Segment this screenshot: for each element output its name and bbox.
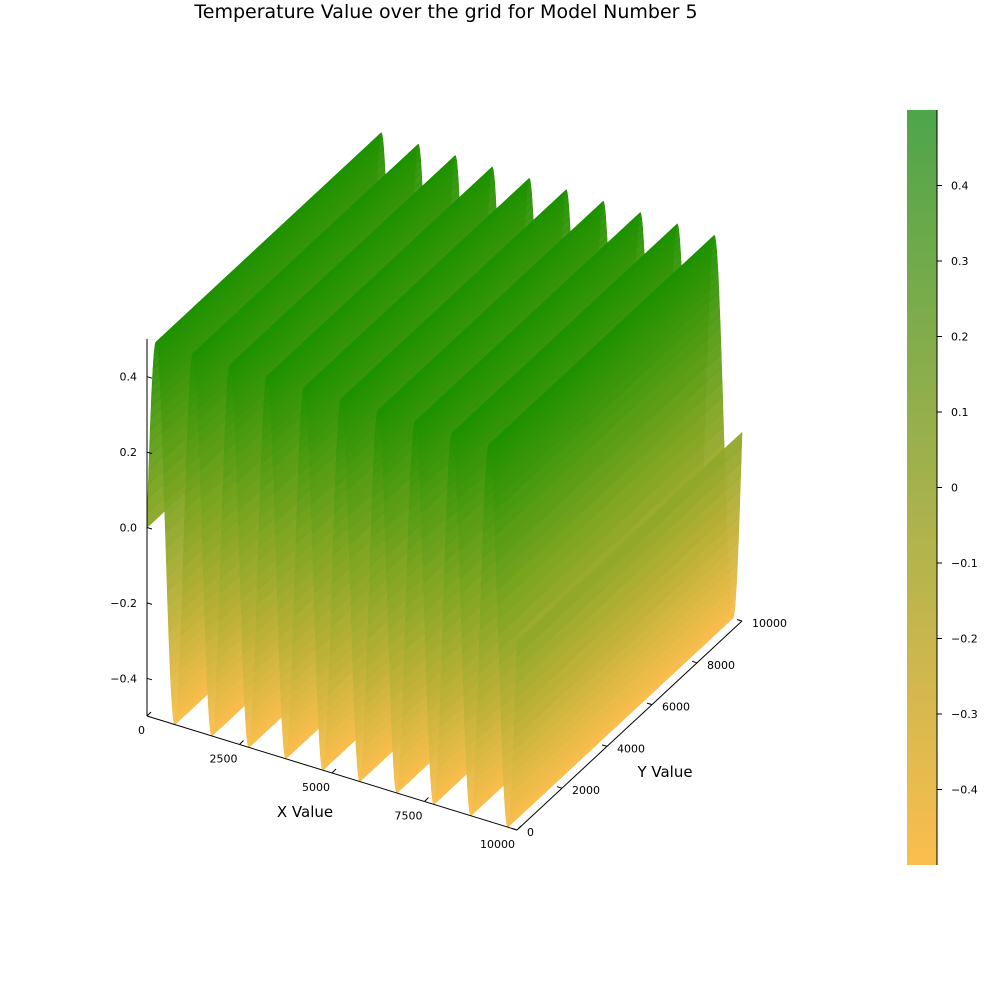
x-tick-label: 5000 [302, 781, 330, 794]
x-tick-mark [516, 825, 522, 831]
axes: 0 2500 5000 7500 10000 0 2000 4000 6000 8000 10000… [110, 339, 787, 851]
colorbar-tick-label: 0.3 [951, 255, 969, 268]
colorbar-tick-label: −0.2 [951, 633, 978, 646]
x-tick-label: 0 [138, 724, 145, 737]
x-tick-mark [331, 768, 337, 774]
colorbar-tick-label: −0.3 [951, 708, 978, 721]
z-tick-label: −0.2 [110, 597, 137, 610]
z-tick-mark [146, 451, 153, 455]
y-tick-label: 0 [527, 826, 534, 839]
x-axis-label: X Value [277, 803, 333, 821]
colorbar-tick-label: 0.4 [951, 180, 969, 193]
y-tick-label: 8000 [707, 659, 735, 672]
x-tick-mark [239, 740, 244, 745]
colorbar-tick-label: 0.1 [951, 406, 969, 419]
z-tick-mark [146, 677, 153, 681]
z-tick-label: −0.4 [110, 672, 137, 685]
y-tick-label: 10000 [752, 617, 787, 630]
colorbar-tick-label: −0.4 [951, 784, 978, 797]
y-tick-mark [736, 619, 743, 622]
z-tick-label: 0.4 [120, 371, 138, 384]
y-tick-mark [646, 702, 653, 706]
z-tick-label: 0.2 [120, 446, 138, 459]
y-axis-line [516, 620, 743, 831]
z-tick-label: 0.0 [120, 522, 138, 535]
chart-title: Temperature Value over the grid for Mode… [193, 1, 697, 23]
y-tick-label: 2000 [572, 784, 600, 797]
z-tick-mark [146, 376, 153, 379]
x-tick-mark [146, 711, 152, 717]
y-tick-mark [556, 786, 563, 789]
y-tick-mark [601, 744, 608, 747]
x-tick-label: 7500 [395, 810, 423, 823]
z-tick-mark [146, 602, 153, 605]
colorbar-gradient [907, 110, 937, 865]
x-tick-mark [424, 797, 429, 802]
z-tick-mark [146, 527, 153, 530]
x-tick-label: 2500 [210, 753, 238, 766]
colorbar-tick-label: 0.2 [951, 331, 969, 344]
x-tick-label: 10000 [480, 838, 515, 851]
colorbar-tick-label: −0.1 [951, 557, 978, 570]
surface-strip [516, 431, 743, 657]
y-axis-label: Y Value [636, 763, 692, 781]
colorbar-tick-label: 0 [951, 482, 958, 495]
y-tick-mark [511, 828, 518, 831]
y-tick-label: 6000 [662, 701, 690, 714]
y-tick-mark [691, 660, 698, 664]
colorbar: −0.4 −0.3 −0.2 −0.1 0 0.1 0.2 0.3 0.4 [907, 110, 978, 865]
surface-plot [146, 132, 743, 828]
y-tick-label: 4000 [617, 742, 645, 755]
